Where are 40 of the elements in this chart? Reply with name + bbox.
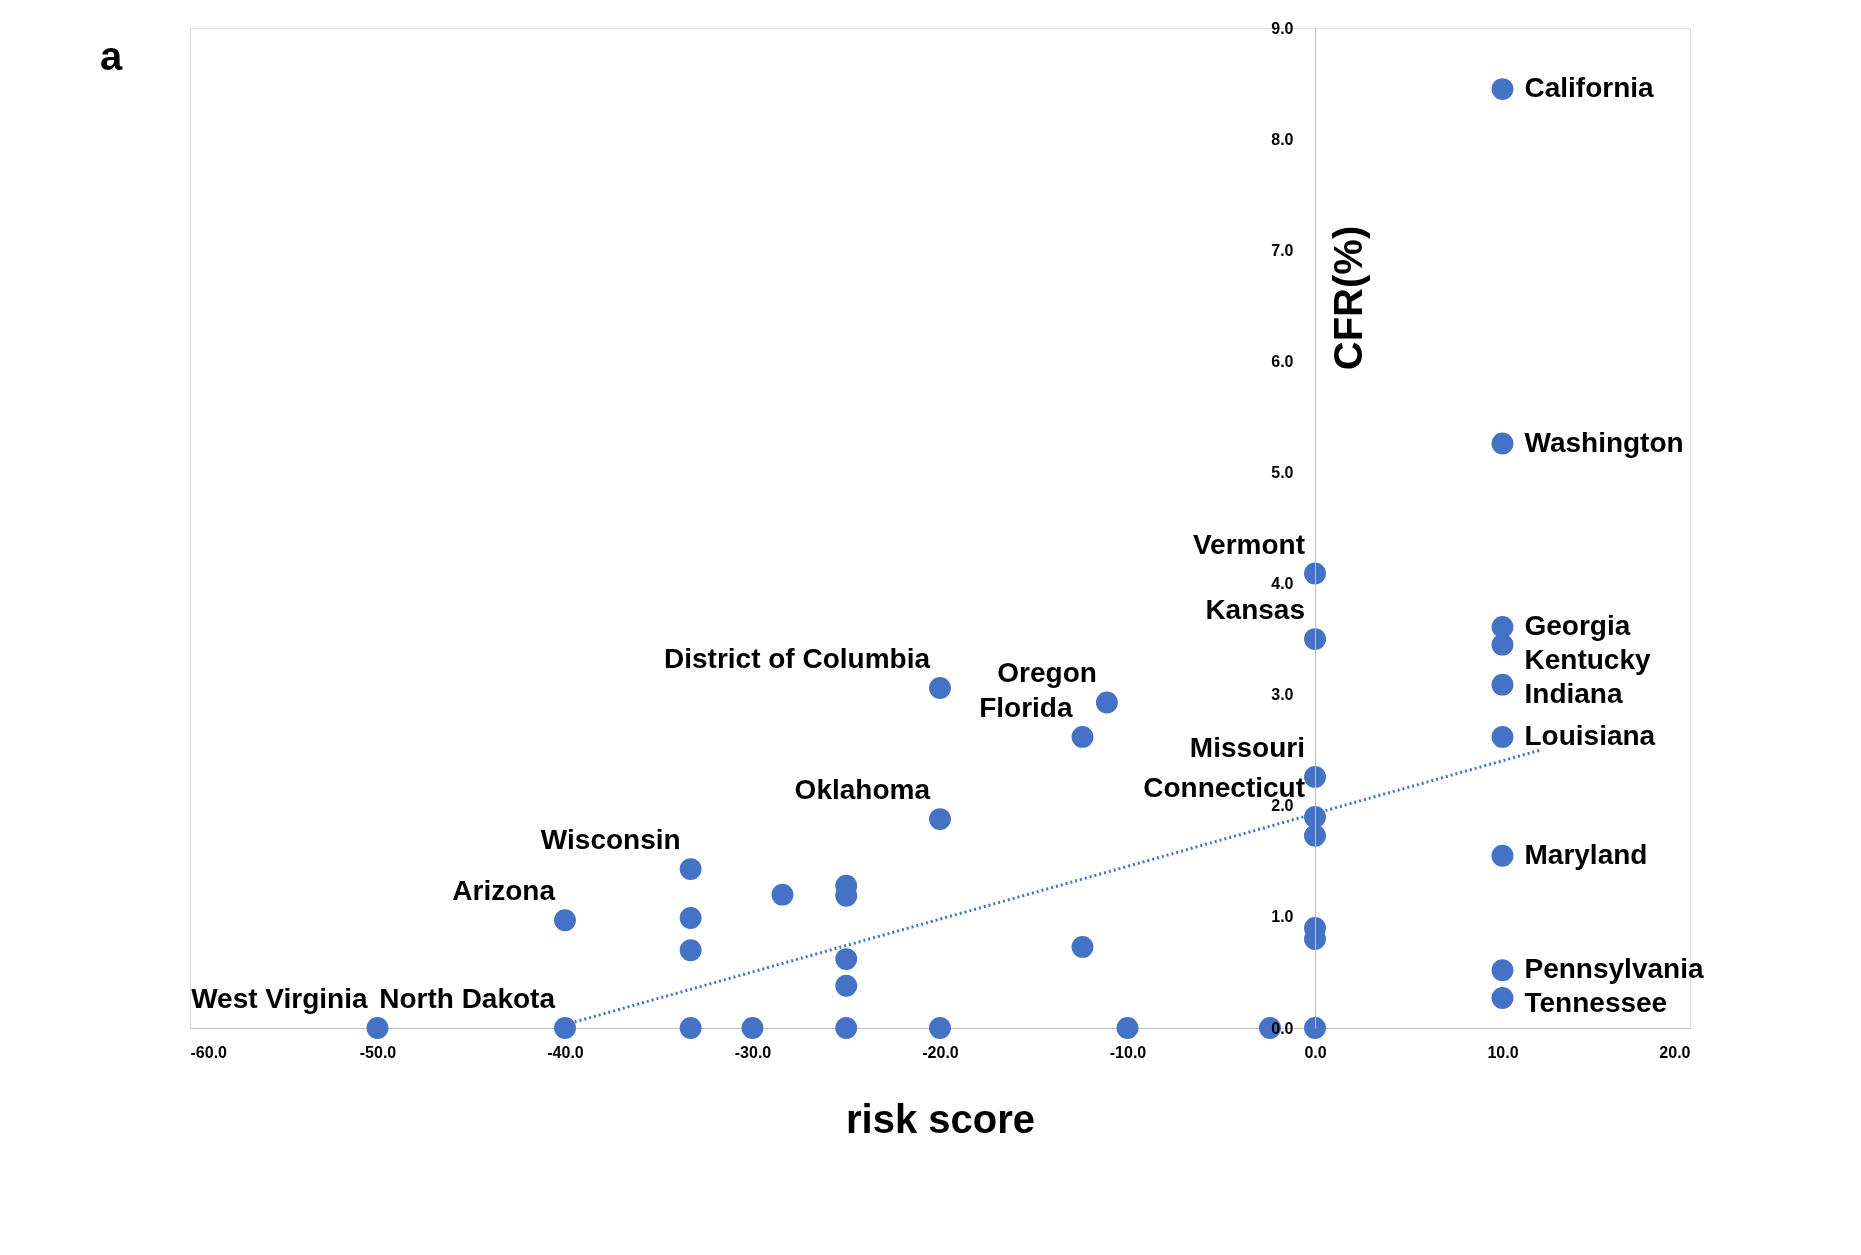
- y-tick-label: 3.0: [1271, 686, 1294, 704]
- y-tick-label: 8.0: [1271, 130, 1294, 148]
- y-tick-label: 6.0: [1271, 352, 1294, 370]
- annotation: Washington: [1524, 426, 1684, 458]
- x-tick-label: 20.0: [1659, 1043, 1691, 1061]
- x-tick-label: -40.0: [547, 1043, 584, 1061]
- x-axis-title: risk score: [845, 1096, 1036, 1141]
- x-tick-label: 0.0: [1304, 1043, 1327, 1061]
- annotation: Missouri: [1189, 731, 1305, 763]
- x-tick-label: -50.0: [359, 1043, 397, 1061]
- annotation: Wisconsin: [540, 824, 681, 856]
- y-axis-title: CFR(%): [1326, 225, 1370, 371]
- annotation: Arizona: [452, 875, 556, 907]
- y-tick-label: 7.0: [1271, 241, 1294, 259]
- y-tick-label: 4.0: [1271, 575, 1294, 593]
- text: a: [100, 34, 123, 78]
- x-tick-label: 10.0: [1487, 1043, 1519, 1061]
- annotation: Oregon: [997, 657, 1097, 689]
- annotation: Kentucky: [1524, 643, 1651, 675]
- annotation: Louisiana: [1524, 719, 1656, 751]
- y-tick-label: 1.0: [1271, 908, 1294, 926]
- annotation: West Virginia: [191, 983, 368, 1014]
- annotation: Oklahoma: [794, 774, 931, 806]
- annotation: Pennsylvania: [1524, 953, 1704, 985]
- x-tick-label: -60.0: [190, 1043, 228, 1061]
- y-tick-label: 5.0: [1271, 463, 1294, 481]
- annotation: Kansas: [1205, 594, 1305, 626]
- annotation: Georgia: [1524, 609, 1631, 641]
- x-tick-label: -10.0: [1109, 1043, 1147, 1061]
- annotation: Florida: [979, 691, 1073, 723]
- annotation: Vermont: [1192, 528, 1305, 560]
- annotation: District of Columbia: [663, 643, 931, 674]
- x-tick-label: -30.0: [734, 1043, 772, 1061]
- annotation: California: [1524, 72, 1655, 104]
- y-tick-label: 9.0: [1271, 19, 1294, 37]
- annotation: Tennessee: [1524, 987, 1668, 1019]
- annotation: North Dakota: [379, 983, 556, 1014]
- x-tick-label: -20.0: [922, 1043, 959, 1061]
- annotation: Indiana: [1524, 677, 1623, 709]
- annotation: Maryland: [1524, 838, 1648, 870]
